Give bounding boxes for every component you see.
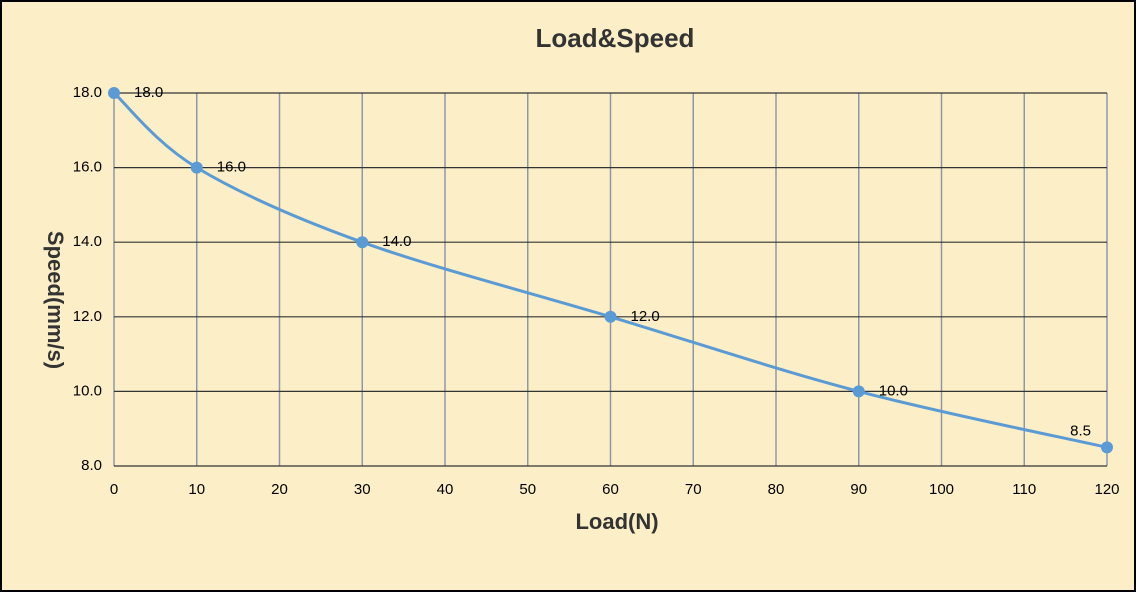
x-tick-label: 120 (1094, 481, 1119, 498)
x-tick-label: 30 (354, 481, 371, 498)
x-tick-label: 100 (929, 481, 954, 498)
y-tick-label: 10.0 (73, 382, 102, 399)
x-axis-label: Load(N) (575, 509, 658, 534)
data-point (190, 161, 203, 174)
data-label: 14.0 (382, 233, 411, 250)
y-tick-label: 8.0 (81, 457, 102, 474)
x-tick-label: 10 (188, 481, 205, 498)
data-point (108, 87, 120, 99)
y-tick-label: 12.0 (73, 308, 102, 325)
x-tick-label: 60 (602, 481, 619, 498)
y-tick-label: 18.0 (73, 84, 102, 101)
data-point (356, 236, 369, 249)
x-tick-label: 50 (519, 481, 536, 498)
chart-title: Load&Speed (536, 23, 695, 53)
data-label: 8.5 (1070, 422, 1091, 439)
data-label: 10.0 (879, 382, 908, 399)
x-tick-label: 80 (768, 481, 785, 498)
y-tick-label: 14.0 (73, 233, 102, 250)
y-tick-label: 16.0 (73, 159, 102, 176)
x-tick-label: 110 (1012, 481, 1036, 498)
x-tick-label: 90 (850, 481, 867, 498)
x-tick-label: 0 (110, 481, 118, 498)
data-point (852, 385, 865, 398)
x-tick-label: 20 (271, 481, 288, 498)
data-label: 12.0 (631, 308, 660, 325)
x-tick-label: 70 (685, 481, 702, 498)
x-tick-label: 40 (437, 481, 454, 498)
data-point (1101, 441, 1113, 454)
data-point (604, 310, 617, 323)
data-label: 18.0 (134, 84, 163, 101)
y-axis-label: Speed(mm/s) (43, 231, 68, 369)
data-label: 16.0 (217, 159, 246, 176)
